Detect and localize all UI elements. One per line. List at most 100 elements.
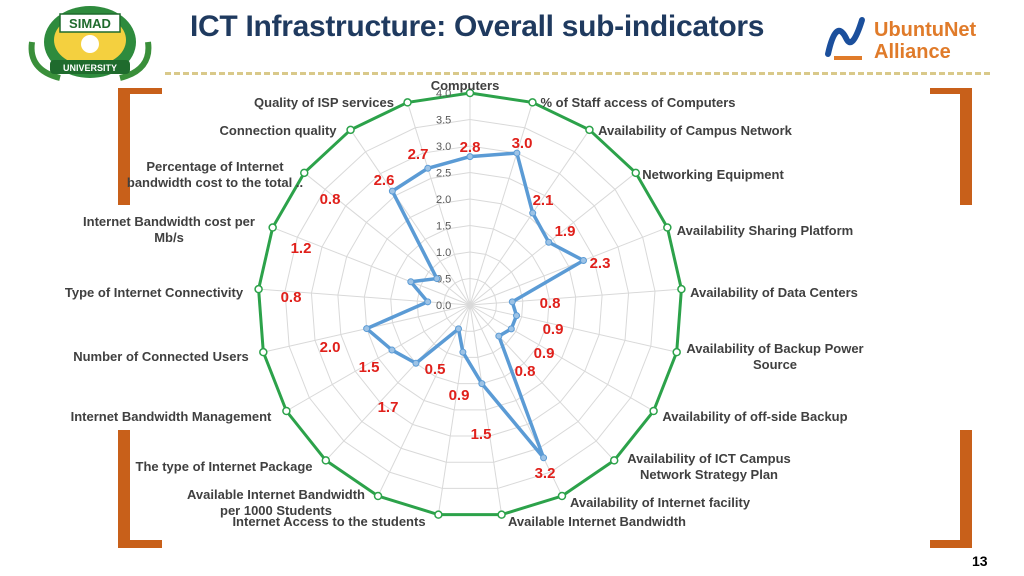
series-point (540, 454, 548, 462)
category-label: Availability of Backup Power Source (686, 341, 863, 372)
data-label: 0.5 (425, 361, 446, 378)
series-point (495, 332, 503, 340)
outer-marker (321, 456, 331, 465)
outer-marker (609, 456, 619, 465)
data-label: 2.8 (460, 139, 481, 156)
spoke (407, 102, 471, 306)
spoke (469, 227, 668, 306)
category-label: Type of Internet Connectivity (65, 285, 244, 300)
data-label: 0.8 (515, 363, 536, 380)
tick-label: 0.5 (436, 274, 451, 286)
series-point (407, 278, 415, 286)
logo-line1: UbuntuNet (874, 19, 977, 41)
outer-marker (649, 406, 658, 416)
spoke (286, 304, 471, 412)
gridline-ring (337, 171, 603, 437)
series-point (513, 312, 521, 320)
category-label: Number of Connected Users (73, 349, 249, 364)
category-label: % of Staff access of Computers (540, 95, 735, 110)
outer-marker (557, 491, 567, 501)
category-label: Internet Bandwidth Management (71, 409, 272, 424)
spoke (258, 288, 471, 306)
frame-bracket-1 (118, 88, 162, 205)
outer-marker (254, 284, 263, 294)
outer-ring (257, 91, 683, 517)
outer-marker (282, 406, 291, 416)
data-label: 0.9 (543, 321, 564, 338)
frame-bracket-2 (930, 88, 972, 205)
tick-label: 1.0 (436, 247, 451, 259)
series-point (579, 256, 587, 264)
tick-label: 2.0 (436, 194, 451, 206)
outer-marker (268, 223, 277, 232)
logo-line2: Alliance (874, 41, 951, 63)
data-label: 2.3 (590, 255, 611, 272)
series-point (424, 298, 432, 306)
frame-bracket-3 (118, 430, 162, 548)
outer-marker (677, 284, 686, 294)
gridline-ring (443, 277, 497, 332)
data-label: 2.6 (374, 172, 395, 189)
spoke (469, 172, 637, 306)
outer-marker (403, 98, 412, 107)
frame-bracket-4 (930, 430, 972, 548)
category-label: Internet Bandwidth cost per Mb/s (83, 214, 255, 245)
spoke (469, 304, 615, 461)
series-point (424, 164, 432, 172)
spoke (469, 102, 533, 306)
category-label: Availability of Data Centers (690, 285, 858, 300)
gridline-ring (284, 118, 656, 489)
header-divider (165, 72, 990, 75)
series-point (466, 153, 474, 161)
category-label: Networking Equipment (642, 167, 784, 182)
series-point (508, 298, 516, 306)
tick-label: 2.5 (436, 168, 451, 180)
data-label: 0.8 (281, 289, 302, 306)
category-label: Available Internet Bandwidth per 1000 Stu… (187, 487, 365, 518)
gridline-ring (390, 224, 550, 385)
spoke (377, 304, 471, 497)
outer-marker (434, 510, 443, 519)
category-label: Percentage of Internet bandwidth cost to … (127, 159, 303, 190)
data-label: 2.1 (533, 192, 554, 209)
spoke (272, 227, 471, 306)
data-label: 0.8 (320, 191, 341, 208)
data-label: 2.0 (320, 339, 341, 356)
simad-university-logo: SIMAD UNIVERSITY (20, 2, 160, 84)
data-label: 0.8 (540, 295, 561, 312)
tick-label: 4.0 (436, 88, 451, 100)
spoke (303, 172, 471, 306)
data-label: 3.0 (512, 135, 533, 152)
ubuntunet-alliance-logo: UbuntuNet Alliance (822, 14, 1012, 64)
tick-label: 3.0 (436, 141, 451, 153)
data-label: 1.5 (471, 426, 492, 443)
data-label: 1.7 (378, 399, 399, 416)
data-label: 1.5 (359, 359, 380, 376)
category-label: Available Internet Bandwidth (508, 514, 686, 529)
series-line (364, 151, 586, 460)
data-label: 3.2 (535, 465, 556, 482)
outer-marker (585, 125, 594, 135)
tick-label: 0.0 (436, 300, 451, 312)
outer-marker (672, 347, 681, 357)
spoke (469, 288, 682, 306)
spoke (469, 304, 654, 412)
outer-marker (663, 223, 672, 232)
series-point (388, 187, 396, 195)
page-title: ICT Infrastructure: Overall sub-indicato… (190, 10, 765, 43)
logo-text: SIMAD (69, 16, 111, 31)
outer-marker (465, 88, 475, 98)
series-point (478, 380, 486, 388)
category-label: Connection quality (220, 123, 338, 138)
outer-marker (346, 125, 355, 135)
spoke (350, 129, 471, 306)
category-label: Availability of ICT Campus Network Strate… (627, 451, 791, 482)
category-label: Internet Access to the students (232, 514, 425, 529)
category-label: The type of Internet Package (136, 459, 313, 474)
tick-label: 3.5 (436, 115, 451, 127)
outer-marker (259, 347, 268, 357)
series-point (459, 348, 467, 356)
series-point (513, 149, 521, 157)
series-point (529, 209, 537, 217)
